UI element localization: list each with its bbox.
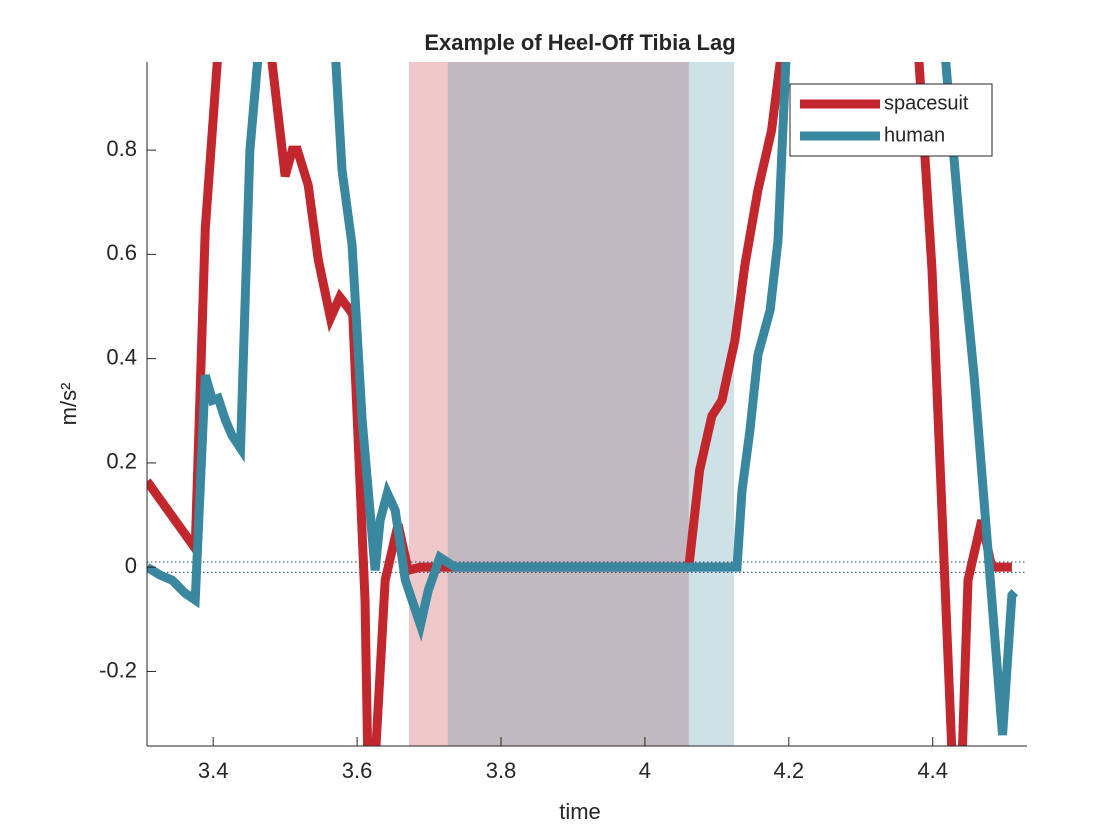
y-tick-label: 0.4: [106, 344, 137, 369]
x-tick-label: 3.4: [198, 758, 229, 783]
legend-label: spacesuit: [884, 92, 969, 114]
chart-title: Example of Heel-Off Tibia Lag: [424, 30, 735, 55]
x-tick-label: 3.6: [342, 758, 373, 783]
x-tick-label: 3.8: [486, 758, 517, 783]
y-tick-label: 0.8: [106, 136, 137, 161]
y-tick-label: 0.2: [106, 449, 137, 474]
shaded-region: [447, 62, 735, 746]
x-axis-label: time: [559, 799, 601, 824]
y-axis-label: m/s²: [56, 383, 81, 426]
x-tick-label: 4.4: [917, 758, 948, 783]
legend-box: [789, 83, 993, 157]
y-tick-label: -0.2: [99, 657, 137, 682]
shaded-region: [408, 62, 689, 746]
legend-label: human: [884, 124, 945, 146]
y-tick-label: 0.6: [106, 240, 137, 265]
x-tick-label: 4: [639, 758, 651, 783]
series-line: [147, 62, 1019, 736]
x-tick-label: 4.2: [774, 758, 805, 783]
y-tick-label: 0: [125, 553, 137, 578]
